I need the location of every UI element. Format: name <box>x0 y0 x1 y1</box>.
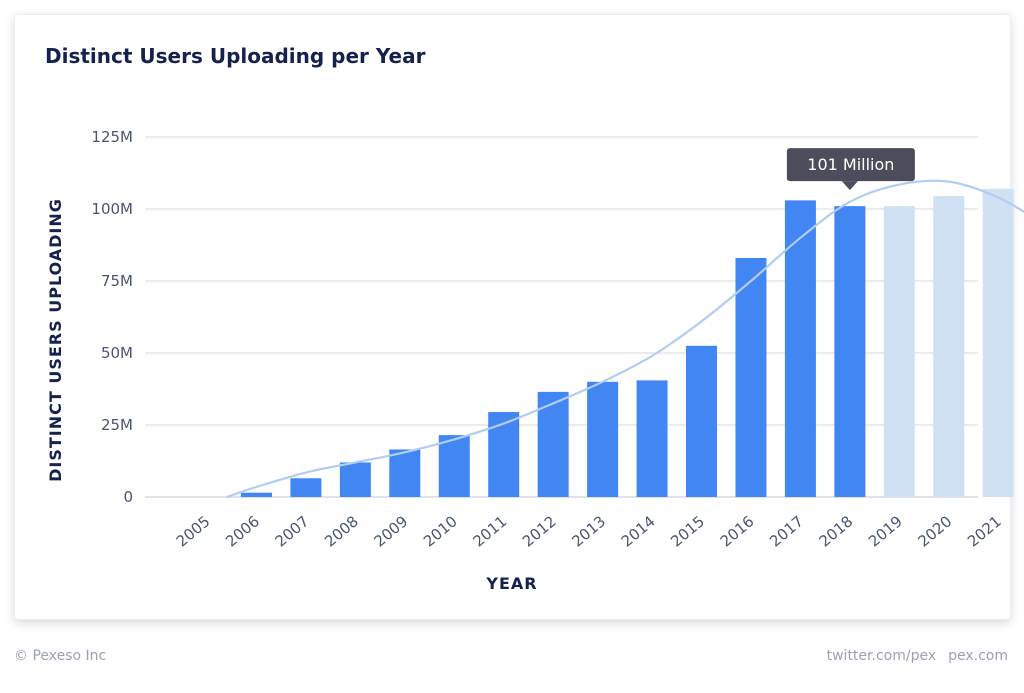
x-tick-label: 2011 <box>469 512 510 550</box>
x-tick-label: 2010 <box>420 512 461 550</box>
x-tick-label: 2020 <box>915 512 956 550</box>
projected-bar <box>883 206 915 497</box>
data-bar <box>438 435 470 497</box>
y-tick-label: 50M <box>101 344 133 362</box>
x-tick-label: 2012 <box>519 512 560 550</box>
data-bar <box>537 391 569 497</box>
tooltip-pointer <box>841 181 858 191</box>
copyright-text: © Pexeso Inc <box>14 648 107 664</box>
data-bar <box>587 381 619 497</box>
data-bar <box>240 492 272 497</box>
projected-bar <box>982 188 1014 497</box>
y-tick-label: 25M <box>101 416 133 434</box>
data-bar <box>290 478 322 497</box>
chart-title: Distinct Users Uploading per Year <box>45 44 426 68</box>
data-bar <box>339 462 371 497</box>
twitter-link[interactable]: twitter.com/pex <box>826 648 937 664</box>
x-tick-label: 2008 <box>321 512 362 550</box>
x-tick-label: 2009 <box>371 512 412 550</box>
x-tick-label: 2005 <box>173 512 214 550</box>
tooltip-text: 101 Million <box>807 155 894 174</box>
x-axis-title: YEAR <box>485 574 537 593</box>
x-tick-label: 2014 <box>618 512 659 550</box>
y-tick-label: 75M <box>101 272 133 290</box>
x-tick-label: 2006 <box>222 512 263 550</box>
x-tick-label: 2021 <box>964 512 1005 550</box>
data-bar <box>488 412 520 497</box>
data-bar <box>636 380 668 497</box>
data-bar <box>389 449 421 497</box>
data-bar <box>735 257 767 497</box>
website-link[interactable]: pex.com <box>948 648 1008 664</box>
data-bar <box>834 206 866 497</box>
y-tick-label: 125M <box>91 128 133 146</box>
x-tick-label: 2017 <box>766 512 807 550</box>
x-tick-label: 2007 <box>272 512 313 550</box>
y-axis-title: DISTINCT USERS UPLOADING <box>46 198 65 482</box>
x-tick-label: 2016 <box>717 512 758 550</box>
y-tick-label: 0 <box>123 488 133 506</box>
trend-line <box>226 179 1024 499</box>
x-tick-label: 2013 <box>568 512 609 550</box>
y-tick-label: 100M <box>91 200 133 218</box>
data-bar <box>686 345 718 497</box>
tooltip-box <box>786 148 915 182</box>
x-tick-label: 2018 <box>816 512 857 550</box>
footer-links: twitter.com/pex pex.com <box>827 648 1008 664</box>
x-tick-label: 2015 <box>667 512 708 550</box>
projected-bar <box>933 196 965 498</box>
data-bar <box>784 200 816 498</box>
x-tick-label: 2019 <box>865 512 906 550</box>
